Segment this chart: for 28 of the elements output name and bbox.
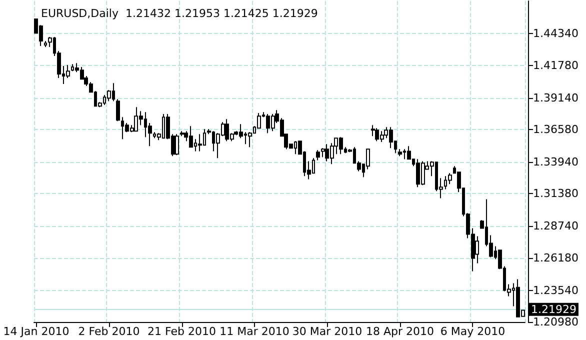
candlestick (371, 124, 375, 137)
y-tick-label: 1.41780 (533, 58, 578, 72)
x-tick-label: 2 Feb 2010 (78, 325, 140, 338)
candlestick (180, 130, 184, 137)
y-tick-label: 1.28740 (533, 220, 578, 233)
y-tick-label: 1.39140 (533, 91, 578, 104)
y-tick-label: 1.26180 (533, 251, 578, 264)
y-tick-label: 1.31380 (533, 187, 578, 200)
candlestick (398, 148, 402, 157)
x-tick-label: 11 Mar 2010 (220, 325, 290, 338)
y-tick-label: 1.36580 (533, 122, 578, 136)
y-tick-label: 1.33940 (533, 156, 578, 169)
y-tick-label: 1.20980 (533, 316, 578, 328)
x-tick-label: 18 Apr 2010 (366, 325, 434, 338)
ref-line-label: 1.21929 (531, 302, 576, 316)
y-tick-label: 1.44340 (533, 27, 578, 40)
x-tick-label: 6 May 2010 (440, 325, 506, 338)
candlestick (175, 134, 179, 156)
candlestick (316, 150, 320, 161)
x-tick-label: 30 Mar 2010 (292, 325, 362, 338)
y-tick-label: 1.23540 (533, 284, 578, 297)
candlestick (44, 40, 47, 48)
candlestick (116, 98, 120, 122)
candlestick (448, 172, 452, 185)
candlestick (321, 148, 325, 158)
text: EURUSD,Daily 1.21432 1.21953 1.21425 1.21929 (41, 7, 318, 20)
x-tick-label: 21 Feb 2010 (148, 325, 216, 338)
x-tick-label: 14 Jan 2010 (3, 325, 70, 338)
